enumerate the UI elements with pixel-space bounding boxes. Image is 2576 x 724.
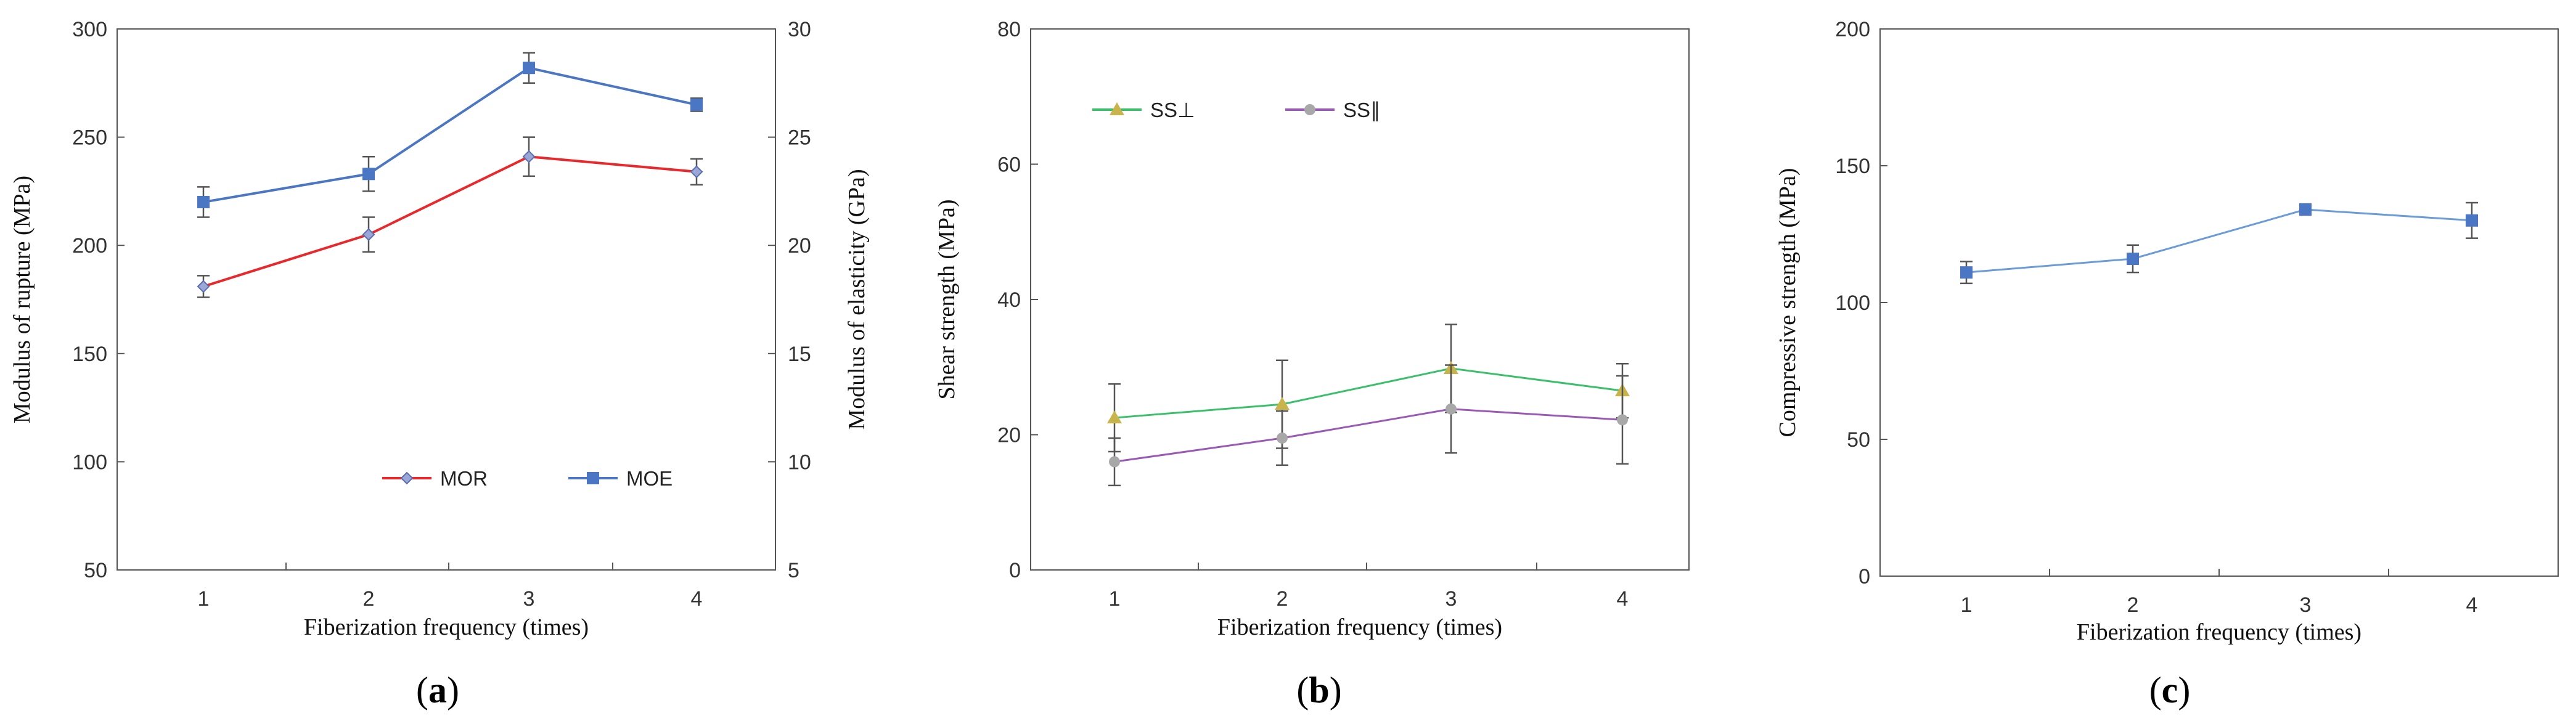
- y2-tick-label: 15: [788, 343, 811, 366]
- data-point: [197, 280, 210, 293]
- panel-label-open-paren: (: [2149, 670, 2162, 710]
- x-tick-label: 2: [1277, 587, 1288, 611]
- y-tick-label: 200: [1835, 18, 1870, 41]
- panel-label: (a): [416, 670, 459, 710]
- panel-label-close-paren: ): [2178, 670, 2190, 710]
- legend-entry: SS⊥: [1092, 99, 1195, 121]
- data-point: [2466, 214, 2478, 227]
- series-line: [1114, 408, 1623, 463]
- panel-label-close-paren: ): [1330, 670, 1342, 710]
- y-tick-label: 250: [72, 126, 107, 150]
- legend-label: SS⊥: [1150, 99, 1195, 121]
- legend-marker: [587, 472, 599, 484]
- series-mor: [197, 136, 703, 298]
- y-tick-label: 50: [84, 559, 107, 582]
- data-point: [1277, 432, 1288, 444]
- data-point: [1107, 410, 1122, 424]
- series-compressive-strength: [1960, 201, 2478, 285]
- panel-label-close-paren: ): [447, 670, 459, 710]
- series-line: [1114, 367, 1623, 419]
- panel-label-open-paren: (: [1296, 670, 1309, 710]
- series-line: [203, 67, 697, 203]
- plot-frame: [1879, 28, 2559, 577]
- y2-tick-label: 5: [788, 559, 799, 582]
- legend-label: MOE: [626, 467, 673, 490]
- y2-tick-label: 20: [788, 234, 811, 258]
- series-moe: [197, 52, 703, 218]
- x-tick-label: 3: [523, 587, 535, 611]
- x-tick-label: 2: [363, 587, 375, 611]
- series-ss-: [1108, 364, 1629, 487]
- x-tick-label: 1: [198, 587, 210, 611]
- legend-marker: [400, 471, 414, 485]
- data-point: [1617, 414, 1628, 426]
- data-point: [522, 150, 536, 163]
- legend-entry: MOE: [568, 467, 673, 490]
- data-point: [362, 168, 375, 181]
- data-point: [2299, 203, 2312, 216]
- y2-tick-label: 30: [788, 18, 811, 41]
- data-point: [1275, 397, 1290, 410]
- x-tick-label: 1: [1109, 587, 1121, 611]
- legend-label: SS∥: [1343, 99, 1381, 122]
- y-tick-label: 0: [1858, 565, 1870, 588]
- panel-label-letter: c: [2162, 670, 2178, 710]
- data-point: [1109, 456, 1120, 468]
- x-tick-label: 4: [2466, 593, 2478, 617]
- x-tick-label: 4: [691, 587, 703, 611]
- panel-label-open-paren: (: [416, 670, 428, 710]
- x-tick-label: 4: [1617, 587, 1629, 611]
- panel-label-letter: a: [428, 670, 447, 710]
- panel-label-letter: b: [1309, 670, 1329, 710]
- chart-panel-a: 1 2 3 4 50 100 150 200 250 300 5 10 15 20 25 30 Fiberiza…: [9, 18, 870, 710]
- y2-axis-label: Modulus of elasticity (GPa): [844, 169, 870, 429]
- data-point: [1445, 403, 1457, 415]
- panel-label: (b): [1296, 670, 1341, 710]
- y-tick-label: 20: [997, 424, 1021, 447]
- y-tick-label: 100: [72, 450, 107, 474]
- series-line: [1966, 208, 2472, 274]
- y-axis-label: Modulus of rupture (MPa): [9, 176, 35, 423]
- chart-panel-c: 1 2 3 4 0 50 100 150 200 Fiberization frequency (…: [1775, 18, 2559, 710]
- y2-tick-label: 10: [788, 450, 811, 474]
- x-tick-label: 1: [1961, 593, 1973, 617]
- x-axis-label: Fiberization frequency (times): [304, 614, 589, 640]
- data-point: [523, 62, 535, 75]
- x-tick-label: 3: [2300, 593, 2312, 617]
- data-point: [1960, 266, 1973, 279]
- series-ss-: [1107, 323, 1630, 453]
- y-tick-label: 50: [1847, 428, 1870, 452]
- legend-label: MOR: [440, 467, 488, 490]
- y-tick-label: 150: [72, 343, 107, 366]
- x-axis-label: Fiberization frequency (times): [2077, 619, 2361, 645]
- data-point: [197, 195, 210, 208]
- series-line: [203, 155, 697, 288]
- x-axis-label: Fiberization frequency (times): [1217, 614, 1502, 640]
- legend-entry: MOR: [382, 467, 488, 490]
- legend-marker: [1304, 104, 1315, 115]
- y-tick-label: 80: [997, 18, 1021, 41]
- y-tick-label: 40: [997, 288, 1021, 312]
- y-axis-label: Compressive strength (MPa): [1775, 168, 1801, 437]
- y-tick-label: 300: [72, 18, 107, 41]
- data-point: [690, 98, 703, 111]
- y-tick-label: 100: [1835, 291, 1870, 315]
- y-tick-label: 200: [72, 234, 107, 258]
- data-point: [2127, 252, 2139, 265]
- y-tick-label: 150: [1835, 155, 1870, 178]
- x-tick-label: 2: [2127, 593, 2139, 617]
- x-tick-label: 3: [1445, 587, 1457, 611]
- y-tick-label: 60: [997, 153, 1021, 177]
- data-point: [362, 228, 375, 242]
- y-axis-label: Shear strength (MPa): [934, 199, 960, 399]
- y2-tick-label: 25: [788, 126, 811, 150]
- data-point: [690, 165, 703, 179]
- panel-label: (c): [2149, 670, 2191, 710]
- y-tick-label: 0: [1009, 559, 1021, 582]
- legend-entry: SS∥: [1285, 99, 1381, 122]
- legend-marker: [1110, 102, 1124, 115]
- plot-frame: [117, 28, 776, 571]
